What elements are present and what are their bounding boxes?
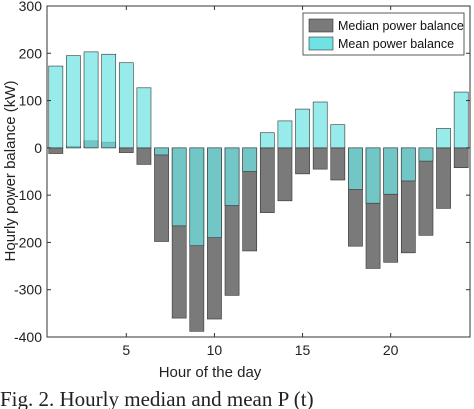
median-bar-hour-23 (436, 147, 451, 209)
legend: Median power balance Mean power balance (302, 12, 465, 56)
mean-bar-hour-22 (418, 147, 434, 162)
x-tick-label: 10 (207, 342, 223, 358)
legend-label-median: Median power balance (338, 19, 464, 33)
mean-bar-hour-9 (189, 147, 205, 247)
y-tick-label: -200 (14, 234, 42, 250)
x-tick-label: 15 (295, 342, 311, 358)
mean-bar-hour-20 (383, 147, 399, 195)
y-tick-label: 200 (19, 45, 43, 61)
y-tick-label: -400 (14, 329, 42, 345)
mean-bar-hour-2 (66, 55, 81, 149)
x-axis: 5 10 15 20 (122, 6, 399, 358)
y-tick-label: 300 (19, 0, 43, 14)
mean-bar-hour-11 (224, 147, 240, 206)
mean-bar-hour-8 (171, 147, 187, 227)
median-bar-hour-14 (277, 147, 293, 202)
legend-label-mean: Mean power balance (338, 37, 454, 51)
mean-bar-hour-18 (348, 147, 363, 190)
median-bar-hour-13 (259, 147, 275, 213)
x-tick-label: 20 (383, 342, 399, 358)
mean-bar-hour-12 (242, 147, 258, 172)
y-tick-label: 0 (34, 140, 42, 156)
legend-swatch-mean (308, 36, 334, 51)
mean-bar-hour-15 (295, 108, 310, 149)
median-bar-hour-15 (295, 147, 310, 175)
plot-frame (46, 5, 471, 338)
median-bar-hour-7 (154, 147, 169, 242)
median-bar-hour-16 (312, 147, 328, 170)
legend-swatch-median (308, 18, 334, 33)
median-bar-hour-1 (48, 147, 64, 154)
mean-bar-hour-1 (48, 65, 64, 149)
mean-bar-hour-13 (259, 132, 275, 149)
x-axis-label: Hour of the day (159, 364, 262, 381)
x-tick-label: 5 (122, 342, 130, 358)
y-axis-label: Hourly power balance (kW) (2, 81, 19, 262)
mean-bar-hour-17 (330, 124, 346, 149)
mean-bar-hour-24 (453, 91, 469, 149)
mean-bar-hour-19 (365, 147, 381, 204)
mean-bars (48, 51, 469, 247)
mean-bar-hour-6 (136, 87, 152, 149)
y-tick-label: -300 (14, 282, 42, 298)
median-bar-hour-6 (136, 147, 152, 165)
y-tick-label: 100 (19, 93, 43, 109)
mean-bar-hour-14 (277, 120, 293, 149)
median-bar-hour-17 (330, 147, 346, 181)
mean-bar-hour-7 (154, 147, 169, 156)
mean-bar-hour-3 (83, 51, 99, 149)
figure-caption: Fig. 2. Hourly median and mean P (t) (0, 387, 314, 409)
mean-bar-hour-4 (101, 53, 117, 149)
median-bar-hour-24 (453, 147, 469, 169)
mean-bar-hour-23 (436, 128, 451, 149)
median-bar-hour-5 (118, 147, 134, 153)
mean-bar-hour-16 (312, 101, 328, 149)
mean-bar-hour-21 (400, 147, 416, 182)
mean-bar-hour-10 (207, 147, 222, 238)
y-axis: 300 200 100 0 -100 -200 -300 -400 (14, 0, 470, 345)
y-tick-label: -100 (14, 187, 42, 203)
mean-bar-hour-5 (118, 62, 134, 149)
